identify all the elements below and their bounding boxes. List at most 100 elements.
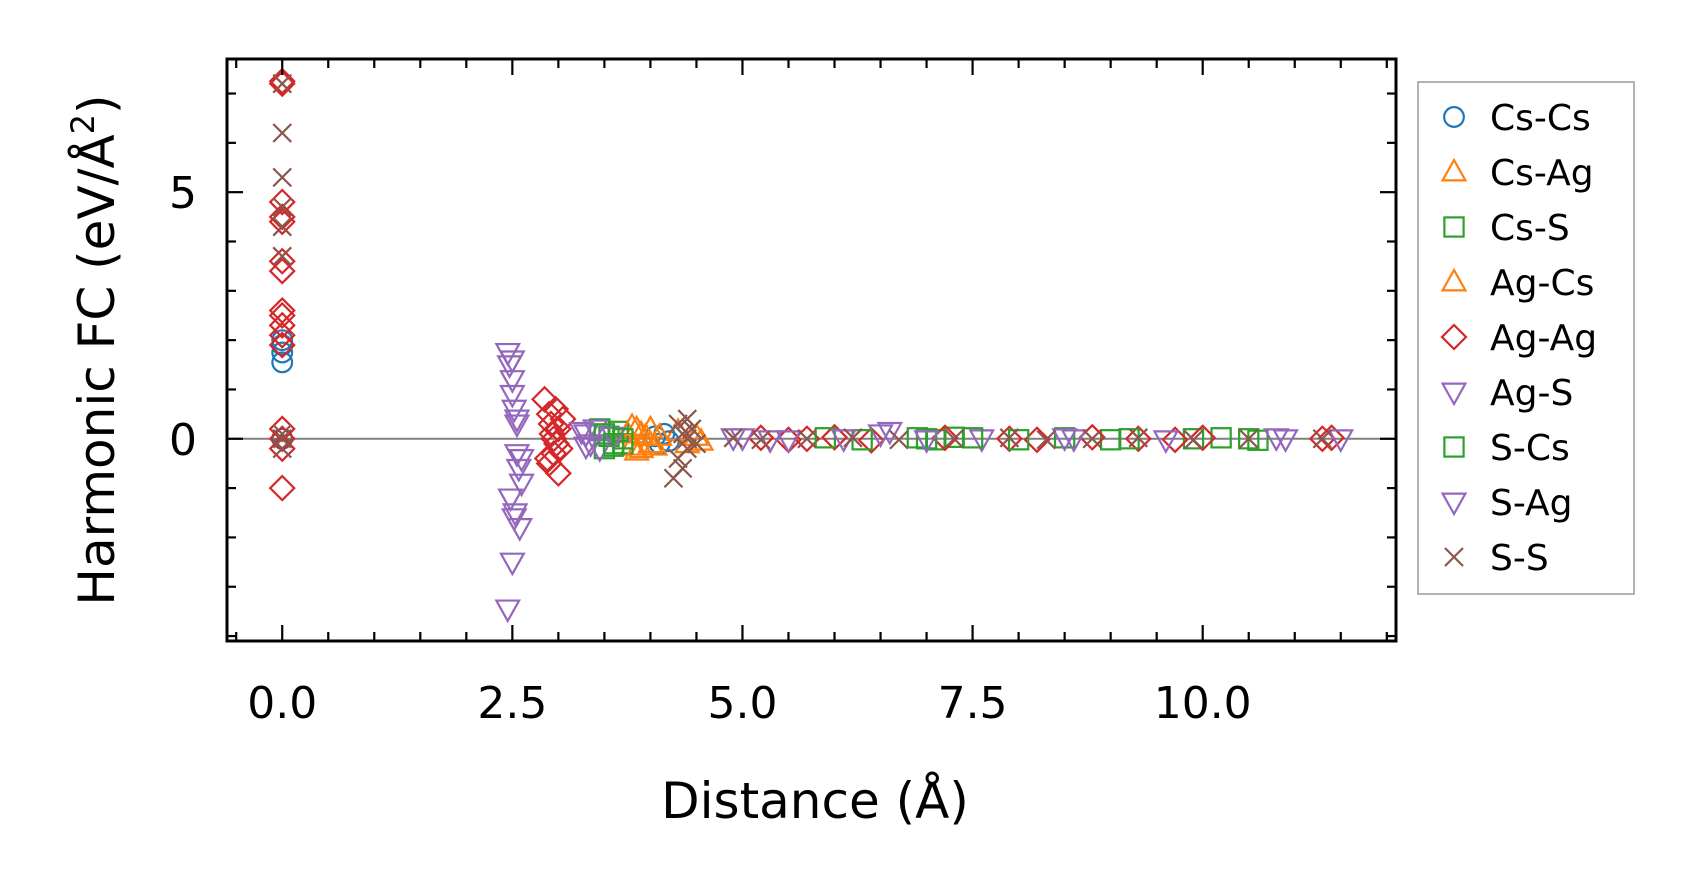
data-point bbox=[1183, 429, 1204, 450]
legend-label: Ag-S bbox=[1490, 373, 1573, 414]
legend-frame bbox=[1417, 81, 1635, 595]
data-point bbox=[549, 405, 577, 433]
data-point bbox=[501, 503, 529, 528]
data-point bbox=[268, 435, 296, 463]
y-axis-title-main: Harmonic FC (eV/Å bbox=[68, 134, 126, 605]
data-point bbox=[1308, 425, 1336, 453]
data-point bbox=[508, 473, 535, 498]
data-point bbox=[508, 449, 535, 473]
data-point bbox=[268, 425, 296, 453]
legend-label: Cs-S bbox=[1490, 208, 1570, 249]
data-point bbox=[1327, 429, 1355, 454]
data-point bbox=[268, 311, 296, 339]
axes bbox=[225, 57, 1398, 643]
data-point bbox=[538, 420, 566, 448]
data-point bbox=[272, 438, 293, 459]
data-point bbox=[572, 436, 600, 461]
data-point bbox=[797, 429, 817, 449]
data-point bbox=[272, 424, 293, 444]
data-point bbox=[751, 429, 771, 450]
series-s-s bbox=[272, 73, 1333, 489]
x-axis-title: Distance (Å) bbox=[661, 772, 969, 830]
data-point bbox=[637, 414, 664, 439]
data-point bbox=[682, 419, 702, 439]
data-point bbox=[1161, 426, 1189, 454]
data-point bbox=[500, 508, 528, 532]
legend-entry: Cs-S bbox=[1443, 208, 1570, 249]
data-point bbox=[271, 329, 294, 352]
y-tick-label: 0 bbox=[169, 415, 197, 466]
data-point bbox=[913, 430, 940, 455]
data-point bbox=[1210, 427, 1232, 449]
data-point bbox=[272, 123, 293, 143]
data-point bbox=[268, 474, 296, 502]
legend-marker bbox=[1440, 267, 1468, 292]
data-point bbox=[542, 430, 571, 458]
legend-entry: Ag-Cs bbox=[1440, 263, 1594, 304]
data-point bbox=[271, 341, 294, 364]
data-point bbox=[1007, 429, 1030, 451]
data-point bbox=[268, 247, 296, 275]
data-point bbox=[272, 246, 293, 267]
data-point bbox=[272, 429, 293, 449]
data-point bbox=[1182, 428, 1205, 450]
data-point bbox=[268, 70, 296, 98]
data-point bbox=[1082, 429, 1103, 449]
series-ag-ag bbox=[268, 67, 1346, 502]
data-point bbox=[1036, 429, 1056, 450]
data-point bbox=[268, 321, 296, 349]
data-point bbox=[944, 429, 964, 449]
data-point bbox=[272, 73, 293, 94]
data-point bbox=[503, 409, 531, 434]
data-point bbox=[686, 433, 707, 454]
data-point bbox=[775, 430, 802, 455]
data-point bbox=[1263, 428, 1290, 453]
data-point bbox=[995, 425, 1023, 453]
data-point bbox=[494, 599, 522, 624]
x-tick-label: 7.5 bbox=[938, 678, 1008, 729]
legend-label: S-S bbox=[1490, 538, 1549, 579]
legend-marker bbox=[1440, 157, 1468, 182]
legend-label: Ag-Ag bbox=[1490, 318, 1597, 359]
data-point bbox=[568, 421, 595, 446]
data-point bbox=[672, 458, 693, 479]
legend-entry: S-Ag bbox=[1440, 483, 1573, 524]
legend-label: Ag-Cs bbox=[1490, 263, 1594, 304]
legend-entry: Ag-S bbox=[1440, 373, 1573, 414]
data-point bbox=[268, 301, 296, 330]
data-point bbox=[747, 424, 775, 452]
data-point bbox=[1060, 429, 1088, 454]
data-point bbox=[1238, 428, 1260, 450]
legend-label: Cs-Ag bbox=[1490, 153, 1594, 194]
legend: Cs-Cs Cs-Ag Cs-S Ag-Cs Ag-Ag Ag-S S-Cs S-Ag S-S bbox=[1417, 81, 1635, 595]
data-point bbox=[271, 351, 294, 374]
data-point bbox=[668, 414, 688, 434]
data-point bbox=[1318, 424, 1346, 452]
data-point bbox=[268, 203, 296, 231]
y-tick-label: 5 bbox=[169, 168, 197, 219]
legend-entry: S-S bbox=[1444, 538, 1549, 579]
data-point bbox=[1189, 424, 1217, 452]
legend-label: S-Cs bbox=[1490, 428, 1570, 469]
data-point bbox=[889, 429, 909, 450]
data-point bbox=[612, 428, 634, 450]
data-point bbox=[586, 439, 614, 463]
data-point bbox=[268, 331, 296, 359]
legend-label: S-Ag bbox=[1490, 483, 1573, 524]
data-point bbox=[505, 458, 533, 483]
x-tick-label: 10.0 bbox=[1154, 678, 1252, 729]
data-point bbox=[820, 423, 849, 451]
data-point bbox=[876, 421, 904, 446]
legend-label: Cs-Cs bbox=[1490, 98, 1591, 139]
legend-entry: Cs-Ag bbox=[1440, 153, 1594, 194]
data-point bbox=[499, 384, 526, 409]
data-point bbox=[272, 167, 293, 188]
data-point bbox=[1128, 428, 1149, 448]
x-tick-label: 0.0 bbox=[247, 678, 317, 729]
legend-marker bbox=[1440, 382, 1468, 407]
data-point bbox=[499, 370, 526, 394]
y-axis-title: Harmonic FC (eV/Å2) bbox=[64, 94, 126, 605]
data-point bbox=[503, 444, 531, 468]
y-axis-title-close: ) bbox=[68, 94, 126, 114]
